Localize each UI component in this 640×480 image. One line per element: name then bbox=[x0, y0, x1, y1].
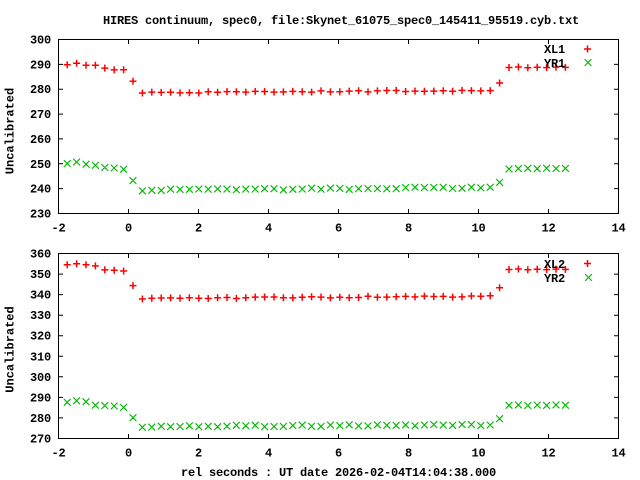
svg-text:4: 4 bbox=[265, 447, 272, 461]
svg-text:YR1: YR1 bbox=[544, 57, 565, 71]
svg-text:6: 6 bbox=[335, 447, 342, 461]
svg-text:240: 240 bbox=[30, 183, 51, 197]
svg-text:320: 320 bbox=[30, 330, 51, 344]
svg-text:8: 8 bbox=[405, 447, 412, 461]
svg-text:6: 6 bbox=[335, 222, 342, 236]
svg-text:12: 12 bbox=[541, 222, 555, 236]
svg-text:4: 4 bbox=[265, 222, 272, 236]
svg-text:2: 2 bbox=[195, 447, 202, 461]
svg-text:270: 270 bbox=[30, 433, 51, 447]
svg-text:Uncalibrated: Uncalibrated bbox=[4, 88, 18, 174]
svg-text:280: 280 bbox=[30, 412, 51, 426]
svg-text:XL2: XL2 bbox=[544, 258, 565, 272]
svg-text:230: 230 bbox=[30, 208, 51, 222]
svg-text:8: 8 bbox=[405, 222, 412, 236]
svg-text:300: 300 bbox=[30, 34, 51, 48]
svg-text:XL1: XL1 bbox=[544, 43, 565, 57]
svg-text:HIRES continuum, spec0, file:S: HIRES continuum, spec0, file:Skynet_6107… bbox=[103, 14, 579, 28]
svg-text:10: 10 bbox=[471, 447, 485, 461]
svg-text:360: 360 bbox=[30, 248, 51, 262]
svg-text:Uncalibrated: Uncalibrated bbox=[4, 306, 18, 392]
svg-text:290: 290 bbox=[30, 391, 51, 405]
svg-text:270: 270 bbox=[30, 108, 51, 122]
svg-text:2: 2 bbox=[195, 222, 202, 236]
svg-text:-2: -2 bbox=[51, 222, 65, 236]
svg-text:14: 14 bbox=[611, 447, 625, 461]
svg-text:12: 12 bbox=[541, 447, 555, 461]
svg-text:250: 250 bbox=[30, 158, 51, 172]
svg-text:310: 310 bbox=[30, 350, 51, 364]
svg-text:260: 260 bbox=[30, 133, 51, 147]
svg-text:350: 350 bbox=[30, 268, 51, 282]
svg-text:340: 340 bbox=[30, 289, 51, 303]
svg-text:rel seconds : UT date 2026-02-: rel seconds : UT date 2026-02-04T14:04:3… bbox=[181, 466, 496, 480]
svg-text:0: 0 bbox=[125, 222, 132, 236]
svg-text:290: 290 bbox=[30, 58, 51, 72]
svg-text:280: 280 bbox=[30, 83, 51, 97]
svg-text:YR2: YR2 bbox=[544, 272, 565, 286]
svg-text:300: 300 bbox=[30, 371, 51, 385]
svg-text:14: 14 bbox=[611, 222, 625, 236]
svg-text:330: 330 bbox=[30, 309, 51, 323]
svg-text:0: 0 bbox=[125, 447, 132, 461]
svg-text:10: 10 bbox=[471, 222, 485, 236]
svg-text:-2: -2 bbox=[51, 447, 65, 461]
